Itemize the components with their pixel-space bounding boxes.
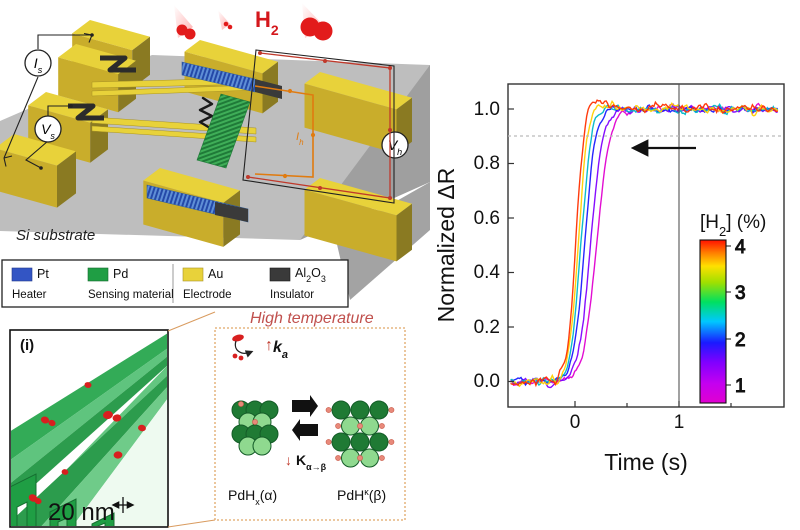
- svg-text:Kα→β: Kα→β: [296, 452, 327, 472]
- svg-text:Heater: Heater: [12, 289, 47, 301]
- svg-text:2: 2: [735, 330, 746, 351]
- svg-text:[H2] (%): [H2] (%): [700, 212, 766, 239]
- svg-text:0.0: 0.0: [474, 371, 500, 392]
- svg-text:4: 4: [735, 237, 746, 258]
- svg-text:↓: ↓: [285, 452, 292, 468]
- svg-text:3: 3: [735, 283, 746, 304]
- svg-text:PdHκ(β): PdHκ(β): [337, 487, 386, 503]
- svg-text:1.0: 1.0: [474, 99, 500, 120]
- svg-text:Normalized ΔR: Normalized ΔR: [433, 168, 459, 323]
- svg-text:0.6: 0.6: [474, 208, 500, 229]
- svg-text:1: 1: [735, 376, 746, 397]
- svg-text:↑: ↑: [265, 337, 273, 354]
- svg-text:Insulator: Insulator: [270, 289, 314, 301]
- svg-text:1: 1: [674, 412, 685, 433]
- svg-text:H2: H2: [255, 7, 279, 38]
- svg-text:ka: ka: [273, 339, 288, 361]
- svg-text:0.2: 0.2: [474, 317, 500, 338]
- svg-text:Pd: Pd: [113, 267, 128, 281]
- svg-text:0: 0: [570, 412, 581, 433]
- svg-text:Pt: Pt: [37, 267, 49, 281]
- svg-text:0.4: 0.4: [474, 262, 501, 283]
- svg-text:Time (s): Time (s): [604, 449, 687, 475]
- svg-text:High temperature: High temperature: [250, 310, 374, 327]
- svg-text:(i): (i): [20, 337, 34, 354]
- svg-text:20 nm: 20 nm: [48, 499, 115, 526]
- svg-text:Electrode: Electrode: [183, 289, 232, 301]
- svg-text:Sensing material: Sensing material: [88, 289, 174, 301]
- svg-text:Au: Au: [208, 267, 223, 281]
- svg-text:PdHx(α): PdHx(α): [228, 487, 277, 507]
- svg-text:0.8: 0.8: [474, 153, 500, 174]
- svg-text:Si substrate: Si substrate: [16, 227, 95, 244]
